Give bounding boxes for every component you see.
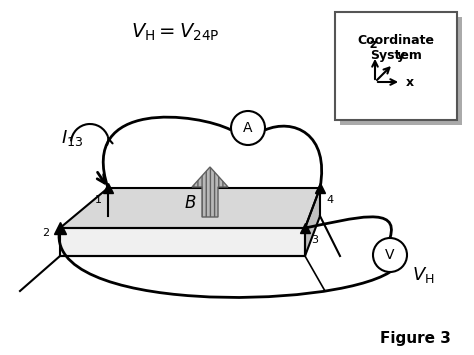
Polygon shape xyxy=(192,167,228,217)
Text: 2: 2 xyxy=(43,228,50,238)
Text: $V_{\mathrm{H}} = V_{\mathrm{24P}}$: $V_{\mathrm{H}} = V_{\mathrm{24P}}$ xyxy=(131,21,219,43)
Text: z: z xyxy=(369,38,377,51)
Text: Coordinate
System: Coordinate System xyxy=(357,34,435,62)
Text: 3: 3 xyxy=(311,235,319,245)
Text: $B$: $B$ xyxy=(184,194,196,212)
FancyBboxPatch shape xyxy=(340,17,462,125)
Text: Figure 3: Figure 3 xyxy=(380,331,450,345)
Text: V: V xyxy=(385,248,395,262)
Text: $I_{13}$: $I_{13}$ xyxy=(61,128,83,148)
Text: y: y xyxy=(397,49,405,62)
Circle shape xyxy=(231,111,265,145)
Text: 1: 1 xyxy=(94,195,101,205)
Circle shape xyxy=(373,238,407,272)
Polygon shape xyxy=(60,228,305,256)
Text: $V_{\mathrm{H}}$: $V_{\mathrm{H}}$ xyxy=(412,265,435,285)
Text: x: x xyxy=(406,76,414,89)
Text: A: A xyxy=(243,121,253,135)
Polygon shape xyxy=(305,188,320,256)
Polygon shape xyxy=(60,188,320,228)
FancyBboxPatch shape xyxy=(335,12,457,120)
Text: 4: 4 xyxy=(327,195,334,205)
